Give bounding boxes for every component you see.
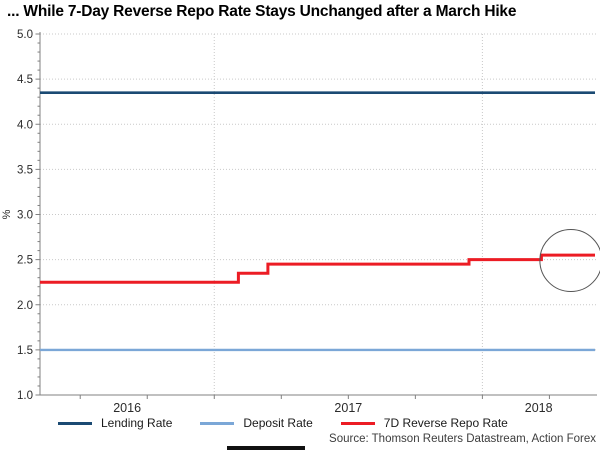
- y-tick-label: 3.0: [17, 210, 33, 222]
- source-attribution: Source: Thomson Reuters Datastream, Acti…: [329, 433, 596, 445]
- y-tick-label: 2.0: [17, 300, 33, 312]
- legend-label-7d-reverse-repo-rate: 7D Reverse Repo Rate: [383, 416, 508, 430]
- y-tick-label: 1.0: [17, 390, 33, 402]
- deposit-rate-line-swatch: [200, 421, 235, 425]
- x-year-label: 2016: [113, 401, 141, 415]
- x-year-label: 2017: [334, 401, 362, 415]
- legend-label-deposit-rate: Deposit Rate: [243, 416, 313, 430]
- repo-rate-line-swatch: [340, 421, 375, 425]
- y-tick-label: 3.5: [17, 164, 33, 176]
- legend-label-lending-rate: Lending Rate: [101, 416, 173, 430]
- y-tick-label: 2.5: [17, 255, 33, 267]
- highlight-circle-annotation: [539, 229, 600, 293]
- chart-legend: Lending Rate Deposit Rate 7D Reverse Rep…: [58, 416, 508, 430]
- legend-item-lending-rate: Lending Rate: [58, 416, 172, 430]
- y-tick-label: 4.0: [17, 119, 33, 131]
- y-tick-label: 5.0: [17, 29, 33, 41]
- bottom-edge-bar: [227, 446, 305, 450]
- y-tick-label: 1.5: [17, 345, 33, 357]
- y-tick-label: 4.5: [17, 74, 33, 86]
- x-year-label: 2018: [525, 401, 553, 415]
- y-axis-unit-label: %: [1, 209, 13, 219]
- legend-item-deposit-rate: Deposit Rate: [200, 416, 313, 430]
- series-line-7d-reverse-repo-rate: [40, 253, 595, 284]
- chart-title: ... While 7-Day Reverse Repo Rate Stays …: [7, 3, 517, 20]
- lending-rate-line-swatch: [58, 421, 92, 425]
- legend-item-7d-reverse-repo-rate: 7D Reverse Repo Rate: [340, 416, 508, 430]
